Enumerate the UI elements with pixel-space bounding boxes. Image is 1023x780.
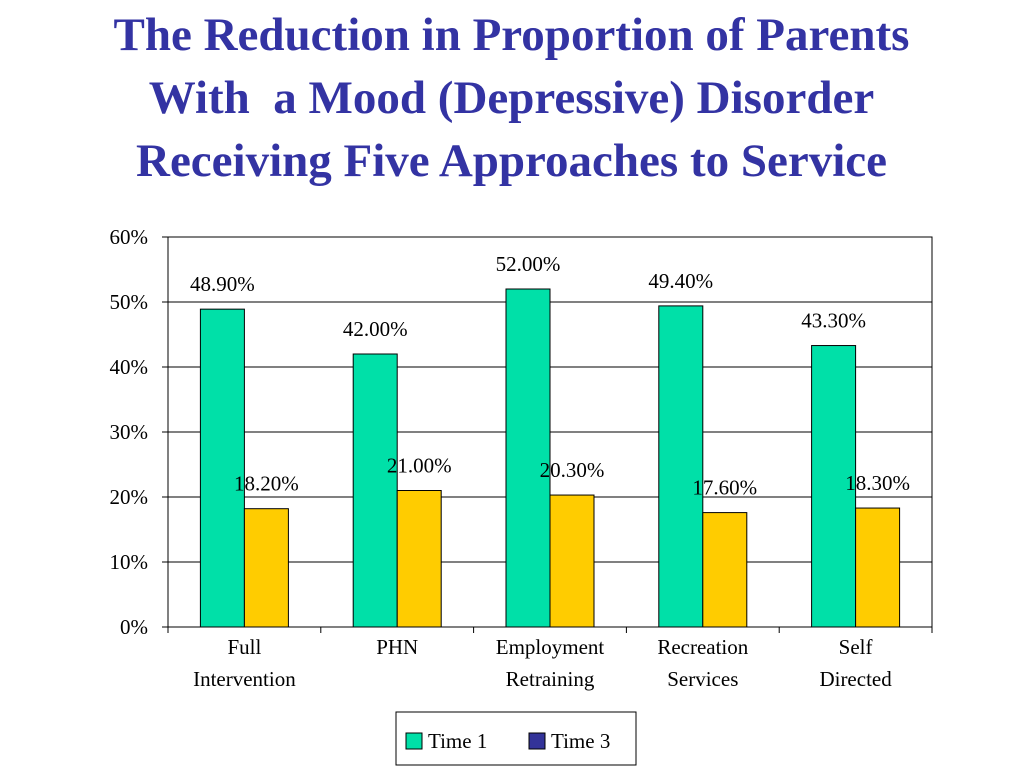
- category-label: Self: [839, 635, 873, 659]
- bar-time3: [396, 490, 442, 628]
- bar-time3: [243, 508, 289, 628]
- title-line-1: The Reduction in Proportion of Parents: [113, 9, 910, 61]
- bars: [199, 288, 901, 628]
- title-line-2: With a Mood (Depressive) Disorder: [148, 72, 875, 124]
- category-label: Intervention: [193, 667, 296, 691]
- data-labels: 48.90% 18.20% 42.00% 21.00% 52.00% 20.30% 49.4…: [190, 252, 910, 500]
- category-label: Retraining: [506, 667, 595, 691]
- data-label-time3: 18.30%: [845, 471, 910, 495]
- bar-time1: [658, 305, 704, 628]
- data-label-time1: 52.00%: [496, 252, 561, 276]
- category-label: Full: [227, 635, 261, 659]
- bar-time1: [352, 353, 398, 628]
- data-label-time3: 18.20%: [234, 472, 299, 496]
- data-label-time3: 21.00%: [387, 454, 452, 478]
- category-label: Recreation: [657, 635, 748, 659]
- bar-time1: [199, 308, 245, 628]
- chart-title: The Reduction in Proportion of Parents W…: [0, 4, 1023, 193]
- legend-label-time3: Time 3: [551, 729, 610, 753]
- category-label: PHN: [376, 635, 418, 659]
- title-line-3: Receiving Five Approaches to Service: [136, 135, 887, 187]
- category-label: Services: [667, 667, 738, 691]
- y-tick-label: 0%: [120, 615, 148, 639]
- y-tick-label: 30%: [110, 420, 149, 444]
- y-tick-label: 40%: [110, 355, 149, 379]
- bar-time3: [702, 512, 748, 628]
- axes: 0% 10% 20% 30% 40% 50% 60% Full Intervention PHN E…: [110, 225, 933, 691]
- y-tick-label: 60%: [110, 225, 149, 249]
- y-tick-label: 20%: [110, 485, 149, 509]
- data-label-time3: 17.60%: [692, 476, 757, 500]
- y-tick-label: 10%: [110, 550, 149, 574]
- bar-time3: [855, 507, 901, 628]
- data-label-time1: 49.40%: [648, 269, 713, 293]
- category-label: Directed: [819, 667, 892, 691]
- legend-swatch-time1: [405, 732, 423, 750]
- category-label: Employment: [496, 635, 605, 659]
- data-label-time3: 20.30%: [540, 458, 605, 482]
- data-label-time1: 48.90%: [190, 272, 255, 296]
- bar-time1: [811, 345, 857, 628]
- bar-time3: [549, 494, 595, 628]
- data-label-time1: 43.30%: [801, 309, 866, 333]
- data-label-time1: 42.00%: [343, 317, 408, 341]
- legend-swatch-time3: [528, 732, 546, 750]
- legend-box: [395, 711, 637, 766]
- legend: Time 1 Time 3: [395, 711, 637, 766]
- legend-label-time1: Time 1: [428, 729, 487, 753]
- y-tick-label: 50%: [110, 290, 149, 314]
